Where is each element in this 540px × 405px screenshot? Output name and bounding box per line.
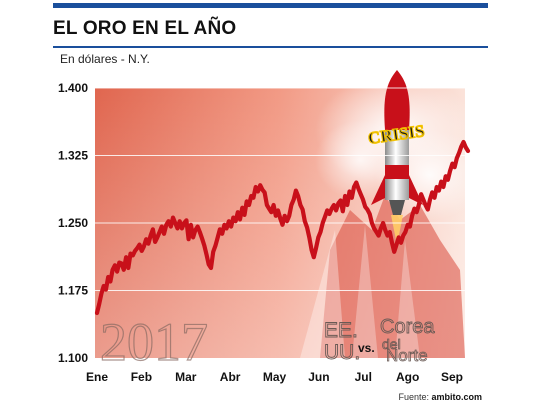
- gold-price-line: [94, 139, 471, 316]
- country-left-line2: UU.: [324, 341, 360, 364]
- source-credit: Fuente: ambito.com: [398, 392, 482, 402]
- x-tick-label: Mar: [175, 370, 197, 384]
- country-right-line3: Norte: [386, 346, 428, 365]
- x-tick-label: Abr: [220, 370, 241, 384]
- x-axis-ticks: Ene Feb Mar Abr May Jun Jul Ago Sep: [86, 370, 463, 384]
- x-tick-label: Ene: [86, 370, 108, 384]
- y-tick-label: 1.175: [58, 284, 88, 298]
- versus-label: vs.: [358, 341, 375, 355]
- chart-subtitle: En dólares - N.Y.: [60, 52, 150, 66]
- title-rule: [53, 46, 488, 48]
- y-tick-label: 1.400: [58, 81, 88, 95]
- top-accent-bar: [53, 3, 488, 8]
- country-right-line1: Corea: [380, 316, 435, 338]
- chart-title: EL ORO EN EL AÑO: [53, 18, 237, 39]
- x-tick-label: May: [263, 370, 287, 384]
- x-tick-label: Jun: [308, 370, 329, 384]
- x-tick-label: Jul: [355, 370, 372, 384]
- x-tick-label: Ago: [396, 370, 419, 384]
- y-tick-label: 1.325: [58, 149, 88, 163]
- y-tick-label: 1.250: [58, 216, 88, 230]
- y-tick-label: 1.100: [58, 351, 88, 365]
- year-watermark: 2017: [100, 312, 208, 372]
- x-tick-label: Feb: [131, 370, 152, 384]
- country-right-line2: del: [382, 336, 401, 352]
- country-left-line1: EE.: [324, 319, 358, 342]
- source-name: ambito.com: [431, 392, 482, 402]
- y-axis-ticks: 1.100 1.175 1.250 1.325 1.400: [58, 81, 88, 365]
- source-prefix: Fuente:: [398, 392, 432, 402]
- x-tick-label: Sep: [441, 370, 463, 384]
